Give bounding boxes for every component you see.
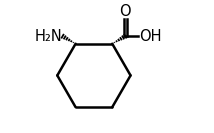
Text: OH: OH: [139, 29, 162, 44]
Text: O: O: [119, 4, 131, 18]
Text: H₂N: H₂N: [34, 29, 62, 44]
